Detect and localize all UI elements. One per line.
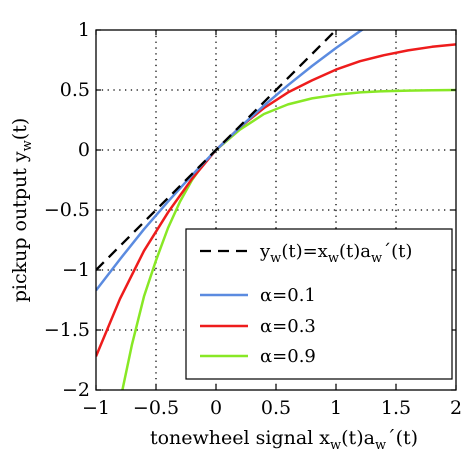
plot-frame [95,29,457,391]
x-tick-label: 0 [210,397,222,419]
x-tick-label: 0.5 [261,397,291,419]
legend-label-alpha-0-3: α=0.3 [260,316,316,337]
y-tick-label: 1 [78,19,90,41]
legend-label-identity: yw(t)=xw(t)aw´(t) [259,241,412,266]
x-tick-label: −0.5 [133,397,179,419]
legend-box [185,228,453,380]
x-tick-label: −1 [82,397,110,419]
x-tick-label: 1.5 [381,397,411,419]
x-tick-label: 1 [330,397,342,419]
y-axis-label: pickup output yw(t) [9,118,35,303]
legend: yw(t)=xw(t)aw´(t) α=0.1 α=0.3 α=0.9 [185,228,453,380]
legend-label-alpha-0-9: α=0.9 [260,346,316,367]
y-tick-label: −0.5 [44,199,90,221]
series-line-2 [96,43,456,357]
x-axis-label: tonewheel signal xw(t)aw´(t) [150,427,418,453]
legend-label-alpha-0-1: α=0.1 [260,285,316,306]
y-tick-label: −2 [62,379,90,401]
y-tick-label: 0.5 [60,79,90,101]
y-tick-label: −1 [62,259,90,281]
x-tick-label: 2 [450,397,462,419]
y-tick-label: 0 [78,139,90,161]
tick-labels: −1 −0.5 0 0.5 1 1.5 2 −2 −1.5 −1 −0.5 0 0.5 1 [44,19,462,419]
axis-ticks [95,29,457,391]
series-lines [96,30,456,390]
series-line-3 [121,88,456,390]
y-tick-label: −1.5 [44,319,90,341]
